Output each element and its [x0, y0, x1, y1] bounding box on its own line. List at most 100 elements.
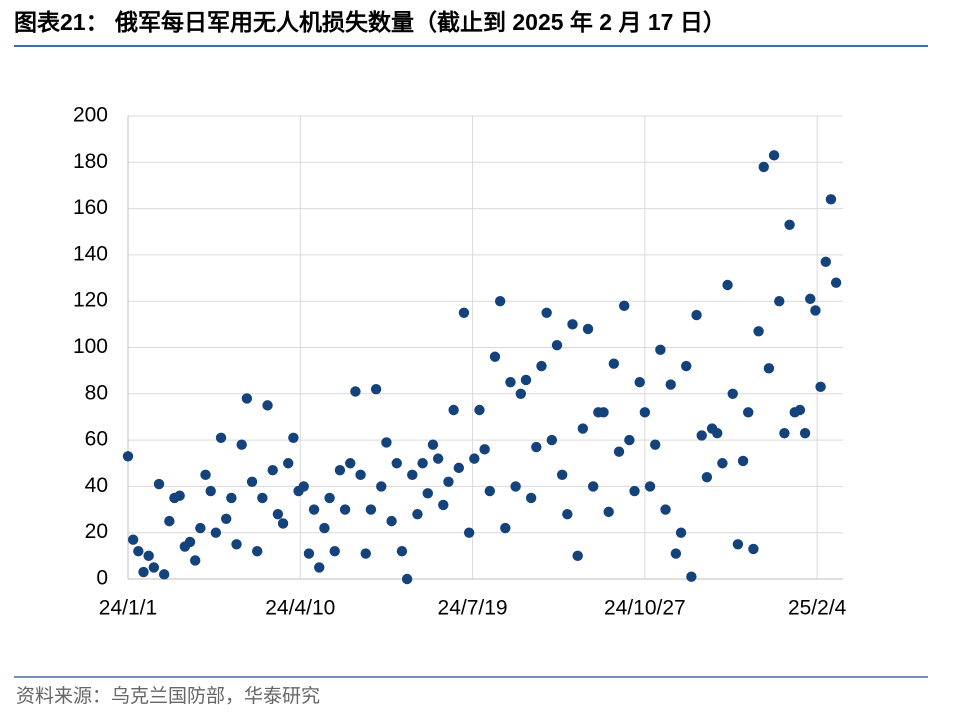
data-point: [246, 476, 258, 487]
x-tick-label: 24/7/19: [438, 597, 508, 620]
data-point: [815, 381, 826, 393]
x-tick-label: 25/2/4: [788, 597, 847, 620]
data-point: [556, 469, 568, 481]
data-point: [148, 562, 160, 573]
data-point: [391, 458, 402, 469]
data-point: [463, 527, 475, 538]
data-point: [448, 404, 459, 416]
data-point: [489, 351, 501, 362]
data-point: [598, 407, 609, 418]
data-point: [133, 546, 144, 557]
data-point: [763, 363, 775, 374]
data-point: [701, 471, 713, 483]
data-point: [613, 446, 625, 457]
data-point: [768, 150, 780, 161]
data-point: [308, 504, 320, 515]
data-point: [629, 485, 640, 497]
data-point: [422, 488, 433, 499]
data-point: [298, 481, 309, 492]
data-point: [412, 508, 423, 520]
data-point: [722, 279, 733, 291]
data-point: [582, 323, 594, 335]
data-point: [567, 319, 578, 330]
data-point: [624, 434, 635, 446]
data-point: [525, 492, 537, 504]
x-tick-label: 24/4/10: [265, 597, 335, 620]
data-point: [531, 441, 542, 453]
data-point: [784, 219, 795, 231]
data-point: [799, 427, 811, 439]
data-point: [500, 522, 511, 534]
data-point: [670, 548, 682, 559]
data-point: [727, 388, 738, 399]
data-point: [479, 444, 490, 455]
data-point: [748, 543, 759, 555]
data-point: [665, 379, 676, 390]
data-point: [283, 458, 294, 469]
data-point: [639, 407, 651, 418]
y-tick-label: 180: [73, 150, 108, 173]
data-point: [277, 518, 289, 529]
data-point: [288, 432, 299, 443]
data-point: [143, 550, 154, 562]
data-point: [267, 464, 278, 476]
data-point: [644, 481, 656, 492]
data-point: [660, 504, 671, 515]
data-point: [830, 277, 842, 288]
data-point: [432, 453, 444, 464]
data-point: [427, 439, 439, 450]
data-point: [810, 305, 821, 316]
data-point: [127, 534, 139, 545]
y-tick-label: 0: [96, 567, 108, 590]
data-point: [758, 161, 769, 173]
data-point: [241, 393, 253, 404]
x-tick-label: 24/10/27: [604, 597, 686, 620]
data-point: [608, 358, 620, 369]
data-point: [158, 569, 170, 580]
data-point: [825, 194, 837, 205]
data-point: [453, 462, 464, 474]
data-point: [541, 307, 552, 318]
y-tick-label: 200: [73, 104, 108, 127]
chart-title: 图表21： 俄军每日军用无人机损失数量（截止到 2025 年 2 月 17 日）: [14, 9, 726, 35]
data-point: [350, 386, 361, 397]
data-point: [355, 469, 366, 481]
data-point: [314, 562, 325, 573]
data-point: [153, 478, 165, 490]
data-point: [360, 548, 371, 559]
data-point: [381, 437, 392, 448]
y-tick-label: 100: [73, 335, 108, 358]
data-point: [401, 573, 413, 585]
data-point: [329, 546, 340, 557]
data-point: [805, 293, 816, 305]
data-point: [345, 458, 356, 469]
data-point: [396, 546, 408, 557]
data-point: [618, 300, 630, 312]
data-point: [319, 522, 330, 534]
y-tick-label: 80: [85, 381, 108, 404]
data-point: [774, 296, 785, 307]
y-tick-label: 140: [73, 242, 108, 265]
y-tick-label: 120: [73, 289, 108, 312]
data-point: [753, 326, 764, 337]
data-point: [587, 481, 599, 492]
data-point: [515, 388, 527, 399]
data-point: [510, 481, 521, 492]
data-point: [712, 427, 723, 439]
data-point: [779, 427, 790, 439]
data-point: [634, 377, 645, 388]
data-point: [324, 492, 335, 504]
data-point: [334, 464, 346, 476]
data-point: [231, 539, 242, 550]
data-point: [650, 439, 661, 450]
data-point: [339, 504, 351, 515]
data-point: [200, 469, 211, 481]
data-point: [262, 400, 273, 411]
data-point: [686, 571, 697, 582]
data-point: [236, 439, 247, 450]
y-tick-label: 20: [85, 520, 108, 543]
data-point: [655, 344, 666, 356]
data-point: [494, 296, 506, 307]
data-point: [272, 508, 284, 520]
data-point: [577, 423, 589, 434]
